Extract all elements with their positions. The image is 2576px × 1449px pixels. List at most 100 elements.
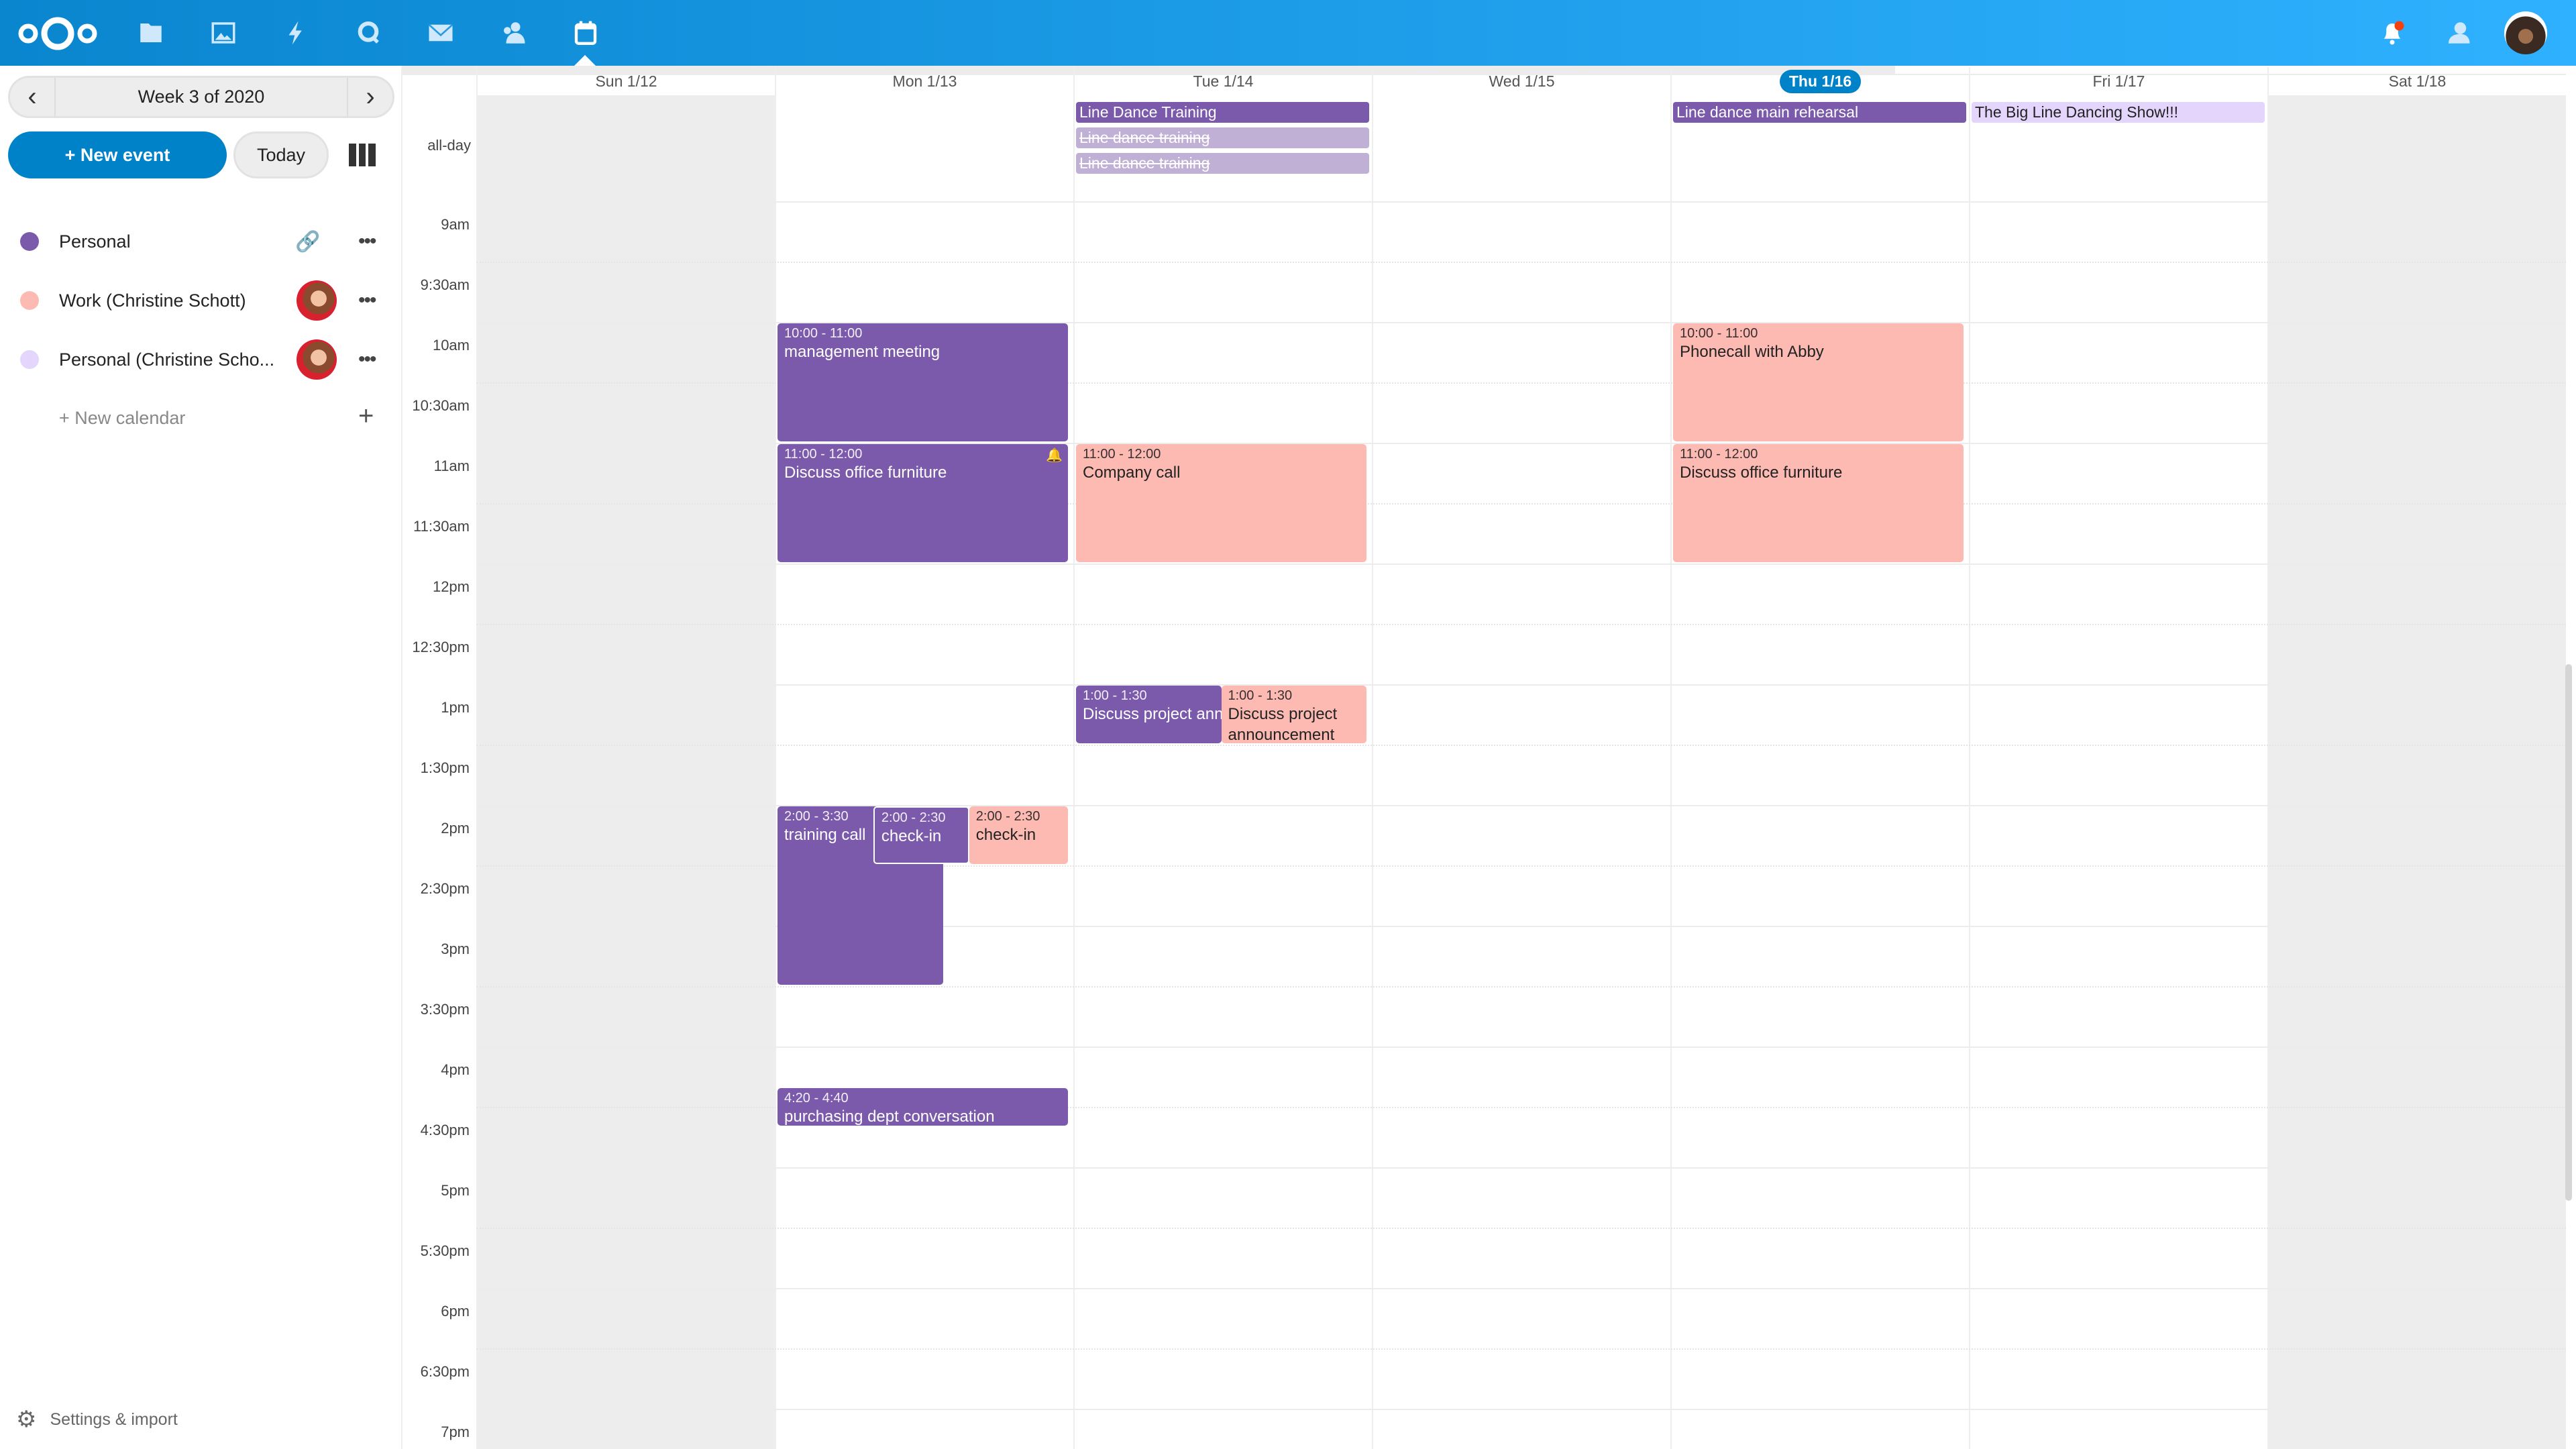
notifications-icon[interactable]: [2375, 16, 2409, 50]
day-header[interactable]: Fri 1/17: [1969, 67, 2267, 95]
photos-icon[interactable]: [207, 16, 240, 50]
all-day-event[interactable]: Line Dance Training: [1076, 102, 1369, 123]
calendar-event[interactable]: 2:00 - 2:30 check-in: [969, 806, 1068, 864]
time-label: 2:30pm: [420, 880, 470, 897]
time-gridline: [476, 1167, 2566, 1169]
event-title: purchasing dept conversation: [784, 1108, 995, 1126]
event-time: 1:00 - 1:30: [1083, 688, 1147, 703]
time-label: 11:30am: [413, 518, 470, 535]
calendar-event[interactable]: 11:00 - 12:00 Discuss office furniture: [1673, 444, 1964, 562]
time-label: 9:30am: [420, 276, 470, 293]
event-title: Discuss office furniture: [784, 464, 947, 482]
time-gridline: [476, 1348, 2566, 1350]
event-time: 11:00 - 12:00: [1680, 447, 1758, 462]
new-calendar-button[interactable]: + New calendar: [59, 408, 186, 428]
time-label: 2pm: [441, 820, 470, 837]
time-gridline: [476, 382, 2566, 384]
calendar-item-personal-shared[interactable]: Personal (Christine Scho... •••: [0, 333, 402, 386]
calendar-icon[interactable]: [569, 16, 602, 50]
time-gridline: [476, 745, 2566, 746]
time-label: 12pm: [432, 578, 470, 595]
day-column[interactable]: [476, 95, 775, 1449]
scrollbar[interactable]: [2565, 664, 2572, 1201]
calendar-event[interactable]: 11:00 - 12:00 Company call: [1076, 444, 1366, 562]
event-title: Discuss office furniture: [1680, 464, 1843, 482]
calendar-event[interactable]: 11:00 - 12:00 Discuss office furniture 🔔: [777, 444, 1068, 562]
time-label: 4pm: [441, 1061, 470, 1078]
calendar-event[interactable]: 4:20 - 4:40 purchasing dept conversation: [777, 1088, 1068, 1126]
event-time: 11:00 - 12:00: [784, 447, 863, 462]
user-avatar[interactable]: [2504, 11, 2547, 54]
time-gridline: [476, 201, 2566, 203]
week-label[interactable]: Week 3 of 2020: [54, 78, 348, 116]
all-day-event[interactable]: Line dance training: [1076, 153, 1369, 174]
settings-label: Settings & import: [50, 1409, 178, 1429]
event-title: check-in: [975, 826, 1036, 844]
day-column[interactable]: [1372, 95, 1670, 1449]
time-label: 12:30pm: [412, 639, 470, 655]
mail-icon[interactable]: [424, 16, 458, 50]
day-header[interactable]: Mon 1/13: [775, 67, 1073, 95]
bell-icon: 🔔: [1046, 448, 1063, 463]
time-gridline: [476, 1046, 2566, 1048]
day-header[interactable]: Sun 1/12: [476, 67, 775, 95]
day-header[interactable]: Thu 1/16: [1670, 67, 1969, 95]
time-gridline: [476, 322, 2566, 323]
next-week-button[interactable]: ›: [366, 82, 375, 111]
calendar-item-personal[interactable]: Personal 🔗 •••: [0, 215, 402, 268]
calendar-event[interactable]: 10:00 - 11:00 management meeting: [777, 323, 1068, 441]
shared-owner-avatar: [297, 280, 337, 321]
today-button[interactable]: Today: [233, 131, 329, 178]
all-day-event[interactable]: Line dance main rehearsal: [1673, 102, 1966, 123]
calendar-event[interactable]: 1:00 - 1:30 Discuss project announcement: [1221, 686, 1366, 743]
day-column[interactable]: [1670, 95, 1969, 1449]
time-label: 10am: [432, 337, 470, 354]
event-time: 11:00 - 12:00: [1083, 447, 1161, 462]
time-label: 6:30pm: [420, 1363, 470, 1380]
day-column[interactable]: [775, 95, 1073, 1449]
time-gridline: [476, 1288, 2566, 1289]
link-icon[interactable]: 🔗: [295, 230, 321, 253]
time-label: 1:30pm: [420, 759, 470, 776]
day-header[interactable]: Wed 1/15: [1372, 67, 1670, 95]
time-label: 9am: [441, 216, 470, 233]
event-time: 1:00 - 1:30: [1228, 688, 1293, 703]
day-header[interactable]: Tue 1/14: [1073, 67, 1372, 95]
day-column[interactable]: [2267, 95, 2566, 1449]
files-icon[interactable]: [134, 16, 168, 50]
day-header[interactable]: Sat 1/18: [2267, 67, 2566, 95]
activity-icon[interactable]: [279, 16, 313, 50]
time-label: 3pm: [441, 941, 470, 957]
contacts-icon[interactable]: [496, 16, 530, 50]
time-gridline: [476, 1228, 2566, 1229]
calendar-event[interactable]: 2:00 - 2:30 check-in: [873, 806, 969, 864]
previous-week-button[interactable]: ‹: [28, 82, 37, 111]
time-label: 10:30am: [412, 397, 470, 414]
all-day-event[interactable]: The Big Line Dancing Show!!!: [1972, 102, 2265, 123]
plus-icon[interactable]: +: [358, 401, 374, 431]
time-gridline: [476, 986, 2566, 987]
calendar-event[interactable]: 1:00 - 1:30 Discuss project announcement: [1076, 686, 1222, 743]
calendar-color-dot: [20, 232, 39, 251]
calendar-item-work[interactable]: Work (Christine Schott) •••: [0, 274, 402, 327]
day-column[interactable]: [1073, 95, 1372, 1449]
event-time: 4:20 - 4:40: [784, 1091, 849, 1106]
time-gridline: [476, 805, 2566, 806]
time-gridline: [476, 926, 2566, 927]
more-options-icon[interactable]: •••: [358, 230, 376, 252]
day-column[interactable]: [1969, 95, 2267, 1449]
event-time: 10:00 - 11:00: [784, 326, 863, 341]
more-options-icon[interactable]: •••: [358, 348, 376, 370]
event-title: management meeting: [784, 343, 941, 361]
view-switcher-icon[interactable]: [349, 144, 376, 166]
settings-button[interactable]: ⚙ Settings & import: [16, 1406, 178, 1433]
talk-icon[interactable]: [352, 16, 385, 50]
shared-owner-avatar: [297, 339, 337, 380]
calendar-event[interactable]: 10:00 - 11:00 Phonecall with Abby: [1673, 323, 1964, 441]
contacts-menu-icon[interactable]: [2441, 16, 2475, 50]
all-day-event[interactable]: Line dance training: [1076, 127, 1369, 148]
more-options-icon[interactable]: •••: [358, 289, 376, 311]
nextcloud-logo-icon[interactable]: [16, 15, 99, 52]
new-event-button[interactable]: + New event: [8, 131, 227, 178]
day-header-label: Thu 1/16: [1779, 69, 1862, 93]
